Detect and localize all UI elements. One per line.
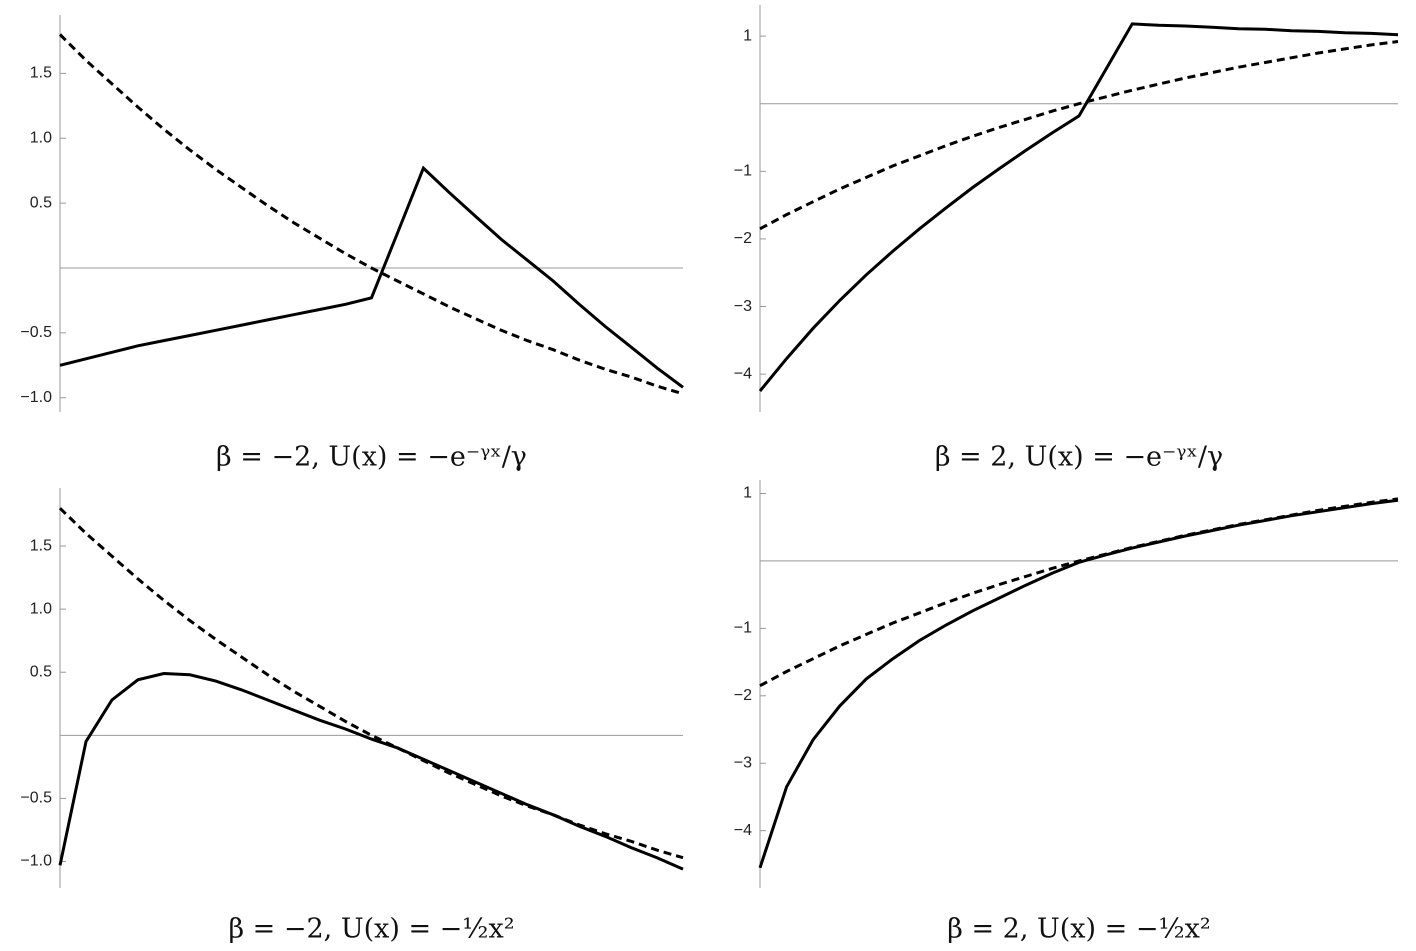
chart-caption: β = −2, U(x) = −½x² — [228, 914, 514, 945]
y-tick-label: 1.0 — [30, 129, 52, 146]
chart-caption: β = 2, U(x) = −½x² — [947, 914, 1210, 945]
line-series — [758, 498, 1399, 869]
y-tick-label: 1.5 — [30, 65, 52, 82]
chart-caption: β = 2, U(x) = −e⁻ᵞˣ/γ — [935, 442, 1223, 473]
line-series — [758, 22, 1399, 392]
y-tick-label: −4 — [734, 822, 752, 839]
y-tick-label: −0.5 — [20, 324, 52, 341]
line-series — [759, 497, 1399, 688]
chart-caption: β = −2, U(x) = −e⁻ᵞˣ/γ — [216, 442, 527, 473]
y-tick-label: 1.0 — [30, 600, 52, 617]
line-series — [58, 671, 684, 871]
line-series — [759, 40, 1399, 231]
y-tick-label: −2 — [734, 230, 752, 247]
y-tick-label: −1.0 — [20, 853, 52, 870]
line-series — [59, 165, 684, 389]
line-series — [58, 507, 684, 860]
y-tick-label: 0.5 — [30, 194, 52, 211]
y-tick-label: −3 — [734, 298, 752, 315]
y-tick-label: −2 — [734, 687, 752, 704]
y-tick-label: 1 — [743, 27, 752, 44]
y-tick-label: −3 — [734, 754, 752, 771]
y-tick-label: −1 — [734, 163, 752, 180]
y-tick-label: −1 — [734, 620, 752, 637]
line-series — [58, 33, 684, 396]
y-tick-label: −0.5 — [20, 790, 52, 807]
y-tick-label: 1 — [743, 485, 752, 502]
y-tick-label: 1.5 — [30, 537, 52, 554]
y-tick-label: 0.5 — [30, 663, 52, 680]
y-tick-label: −1.0 — [20, 389, 52, 406]
y-tick-label: −4 — [734, 365, 752, 382]
